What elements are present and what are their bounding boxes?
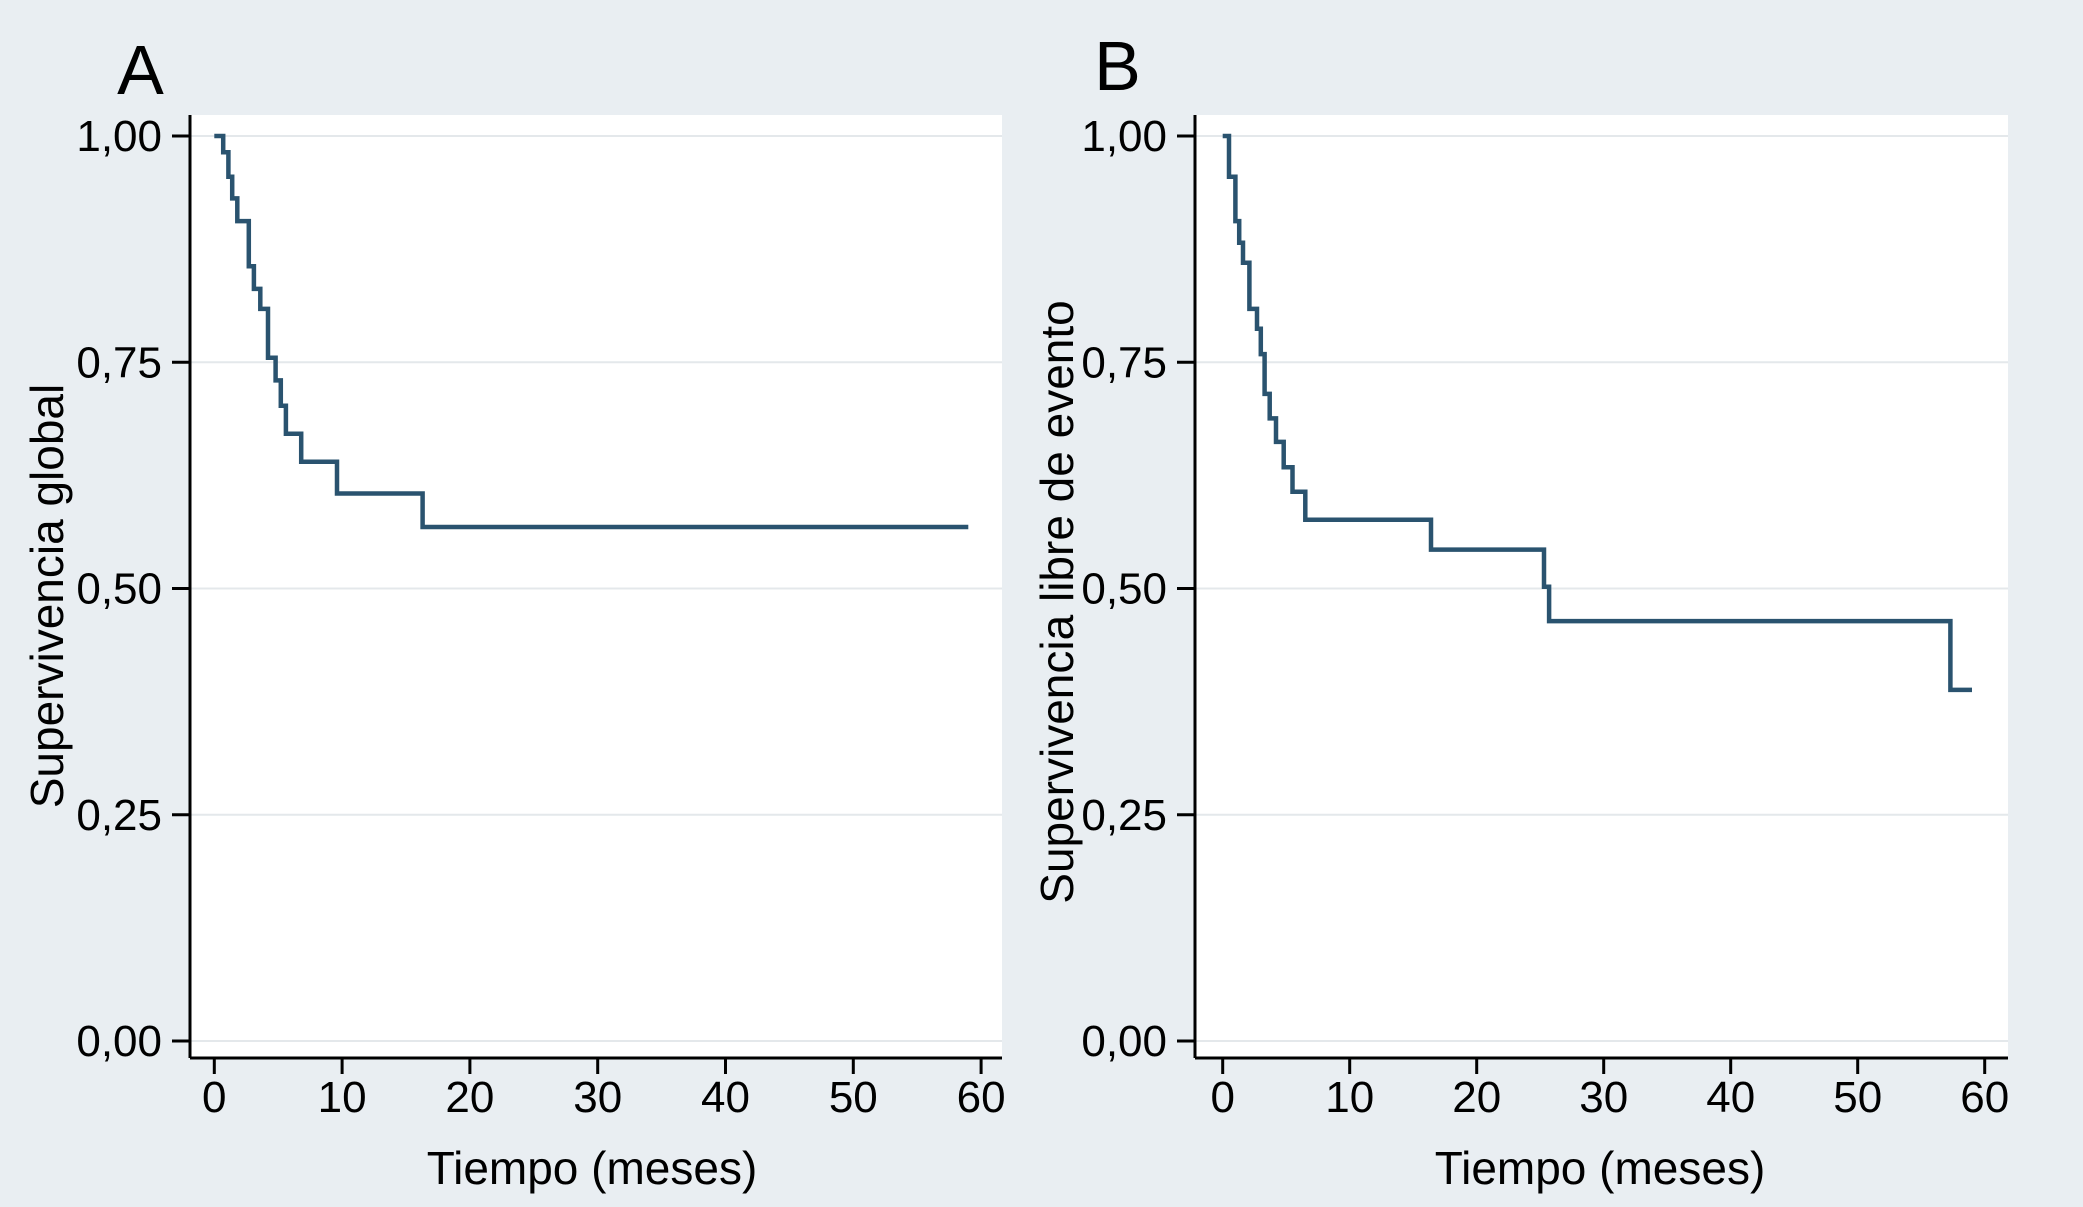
- x-tick-label-b: 20: [1452, 1073, 1501, 1122]
- y-tick-label-a: 0,50: [76, 565, 162, 614]
- panel-a-label: A: [117, 31, 165, 109]
- panel-b-label: B: [1094, 27, 1142, 105]
- y-tick-label-a: 0,25: [76, 791, 162, 840]
- y-tick-label-b: 0,75: [1081, 338, 1167, 387]
- plot-area-b: [1195, 115, 2008, 1058]
- survival-curve-b: [1222, 133, 1972, 693]
- x-tick-label-b: 40: [1706, 1073, 1755, 1122]
- x-tick-label-a: 20: [445, 1073, 494, 1122]
- y-tick-label-b: 0,00: [1081, 1017, 1167, 1066]
- y-tick-label-a: 1,00: [76, 112, 162, 161]
- x-tick-label-b: 50: [1833, 1073, 1882, 1122]
- x-tick-label-b: 0: [1210, 1073, 1234, 1122]
- y-tick-label-b: 0,50: [1081, 565, 1167, 614]
- y-axis-title-b: Supervivencia libre de evento: [1031, 300, 1083, 904]
- x-tick-label-a: 0: [202, 1073, 226, 1122]
- plot-area-a: [190, 115, 1002, 1058]
- y-tick-label-a: 0,75: [76, 338, 162, 387]
- x-tick-label-b: 60: [1960, 1073, 2009, 1122]
- x-tick-label-a: 10: [318, 1073, 367, 1122]
- x-tick-label-b: 30: [1579, 1073, 1628, 1122]
- x-tick-label-a: 40: [701, 1073, 750, 1122]
- x-axis-title-a: Tiempo (meses): [426, 1142, 758, 1194]
- y-tick-label-b: 1,00: [1081, 112, 1167, 161]
- x-tick-label-b: 10: [1325, 1073, 1374, 1122]
- x-tick-label-a: 30: [573, 1073, 622, 1122]
- x-axis-title-b: Tiempo (meses): [1434, 1142, 1766, 1194]
- x-tick-label-a: 50: [829, 1073, 878, 1122]
- x-tick-label-a: 60: [957, 1073, 1006, 1122]
- y-tick-label-a: 0,00: [76, 1017, 162, 1066]
- y-axis-title-a: Supervivencia global: [21, 383, 73, 809]
- y-tick-label-b: 0,25: [1081, 791, 1167, 840]
- survival-curve-a: [214, 133, 969, 530]
